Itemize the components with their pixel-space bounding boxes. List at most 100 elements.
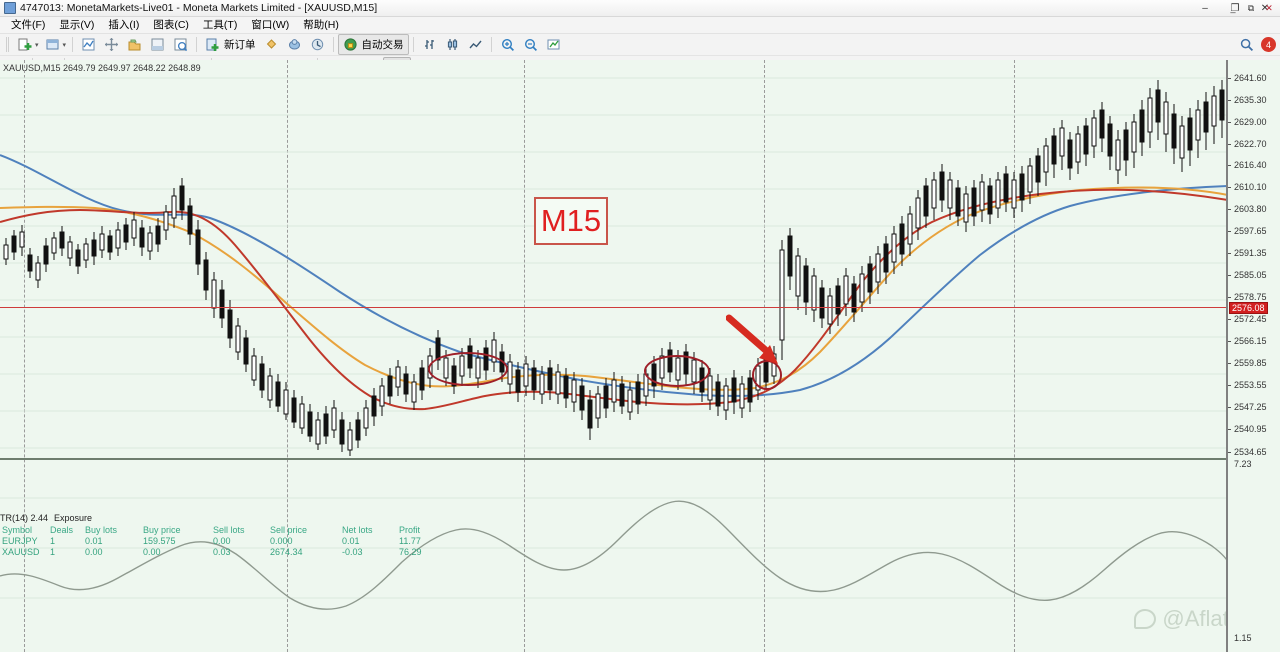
column-buy-lots: Buy lots [85,525,118,535]
toolbar-separator [72,37,74,52]
child-close-button[interactable]: ✕ [1265,2,1273,13]
cell-profit: 11.77 [399,536,421,546]
candlestick-chart-icon[interactable] [442,34,463,55]
axis-label: 2540.95 [1234,424,1267,434]
toolbar-separator [412,37,414,52]
search-icon[interactable] [1236,34,1257,55]
toolbar-separator [490,37,492,52]
autotrading-icon[interactable] [340,34,361,55]
auto-scroll-icon[interactable] [543,34,564,55]
new-chart-icon[interactable] [14,34,35,55]
strategy-tester-icon[interactable] [170,34,191,55]
maximize-button[interactable]: ❐ [1230,2,1240,14]
resistance-line[interactable] [0,307,1228,308]
child-restore-button[interactable]: ⧉ [1247,2,1255,13]
zoom-in-icon[interactable] [497,34,518,55]
current-price-tag: 2576.08 [1229,302,1268,314]
tab-exposure[interactable]: Exposure [54,513,93,523]
annotation-ellipse-1 [428,352,508,386]
metaeditor-icon[interactable] [284,34,305,55]
minimize-button[interactable]: – [1202,2,1208,14]
cell-symbol: EURJPY [2,536,38,546]
chart-canvas[interactable]: XAUUSD,M15 2649.79 2649.97 2648.22 2648.… [0,60,1280,652]
chevron-down-icon[interactable]: ▾ [35,41,39,49]
menu-item-view[interactable]: 显示(V) [59,19,95,31]
annotation-m15-label: M15 [534,197,608,245]
subchart-divider [0,458,1228,460]
zoom-out-icon[interactable] [520,34,541,55]
new-order-button[interactable]: 新订单 [224,39,256,51]
autotrading-button[interactable]: 自动交易 [337,34,409,55]
cell-deals: 1 [50,536,56,546]
cell-buy-price: 159.575 [143,536,176,546]
price-axis[interactable]: 2641.60 2635.30 2629.00 2622.70 2616.40 … [1226,60,1280,652]
axis-label: 2622.70 [1234,139,1267,149]
column-sell-lots: Sell lots [213,525,245,535]
menu-item-tools[interactable]: 工具(T) [202,19,238,31]
chart-ohlc-label: XAUUSD,M15 2649.79 2649.97 2648.22 2648.… [3,63,201,73]
table-row[interactable]: XAUUSD 1 0.00 0.00 0.03 2674.34 -0.03 76… [0,547,1228,558]
autotrading-label: 自动交易 [361,39,404,51]
column-sell-price: Sell price [270,525,308,535]
menu-item-charts[interactable]: 图表(C) [153,19,189,31]
annotation-arrow [726,314,778,364]
cell-symbol: XAUUSD [2,547,40,557]
cell-deals: 1 [50,547,56,557]
axis-label: 2591.35 [1234,248,1267,258]
main-toolbar: ▾ ▾ 新订单 [0,34,1280,56]
close-button[interactable]: ✕ [1260,2,1270,14]
market-watch-icon[interactable] [78,34,99,55]
axis-label: 2597.65 [1234,226,1267,236]
day-separator [24,60,25,652]
axis-label: 2616.40 [1234,160,1267,170]
cell-buy-lots: 0.00 [85,547,103,557]
exposure-table: Symbol Deals Buy lots Buy price Sell lot… [0,525,1228,558]
subchart-axis-label-min: 1.15 [1234,633,1252,643]
menu-item-help[interactable]: 帮助(H) [303,19,339,31]
axis-label: 2572.45 [1234,314,1267,324]
line-chart-icon[interactable] [465,34,486,55]
axis-tick [1228,253,1231,254]
axis-tick [1228,187,1231,188]
history-icon[interactable] [307,34,328,55]
axis-label: 2610.10 [1234,182,1267,192]
cell-sell-lots: 0.03 [213,547,231,557]
axis-label: 2547.25 [1234,402,1267,412]
axis-tick [1228,122,1231,123]
axis-tick [1228,144,1231,145]
axis-label: 2534.65 [1234,447,1267,457]
chart-profiles-icon[interactable] [42,34,63,55]
expert-advisor-icon[interactable] [261,34,282,55]
subchart-axis-label-max: 7.23 [1234,459,1252,469]
title-bar: 4747013: MonetaMarkets-Live01 - Moneta M… [0,0,1280,17]
toolbar-grip[interactable] [6,37,10,52]
axis-tick [1228,100,1231,101]
cell-sell-lots: 0.00 [213,536,231,546]
crosshair-icon[interactable] [101,34,122,55]
price-plot [0,77,1228,456]
new-order-icon[interactable] [202,34,223,55]
menu-item-insert[interactable]: 插入(I) [108,19,140,31]
navigator-icon[interactable] [124,34,145,55]
child-minimize-button[interactable]: _ [1230,3,1236,13]
chevron-down-icon[interactable]: ▾ [62,41,67,49]
bar-chart-icon[interactable] [419,34,440,55]
day-separator [1014,60,1015,652]
table-row[interactable]: EURJPY 1 0.01 159.575 0.00 0.000 0.01 11… [0,536,1228,547]
speech-bubble-icon [1134,609,1157,629]
axis-label: 2553.55 [1234,380,1267,390]
column-buy-price: Buy price [143,525,181,535]
window-controls: – ❐ ✕ [1190,0,1280,16]
axis-label: 2603.80 [1234,204,1267,214]
indicator-label: TR(14) 2.44 [0,513,49,523]
axis-label: 2578.75 [1234,292,1267,302]
axis-tick [1228,452,1231,453]
notification-badge[interactable]: 4 [1261,37,1276,52]
menu-item-file[interactable]: 文件(F) [11,19,46,31]
axis-label: 2566.15 [1234,336,1267,346]
column-symbol: Symbol [2,525,33,535]
terminal-icon[interactable] [147,34,168,55]
menu-item-window[interactable]: 窗口(W) [251,19,290,31]
menu-bar: 文件(F) 显示(V) 插入(I) 图表(C) 工具(T) 窗口(W) 帮助(H… [0,3,1280,34]
